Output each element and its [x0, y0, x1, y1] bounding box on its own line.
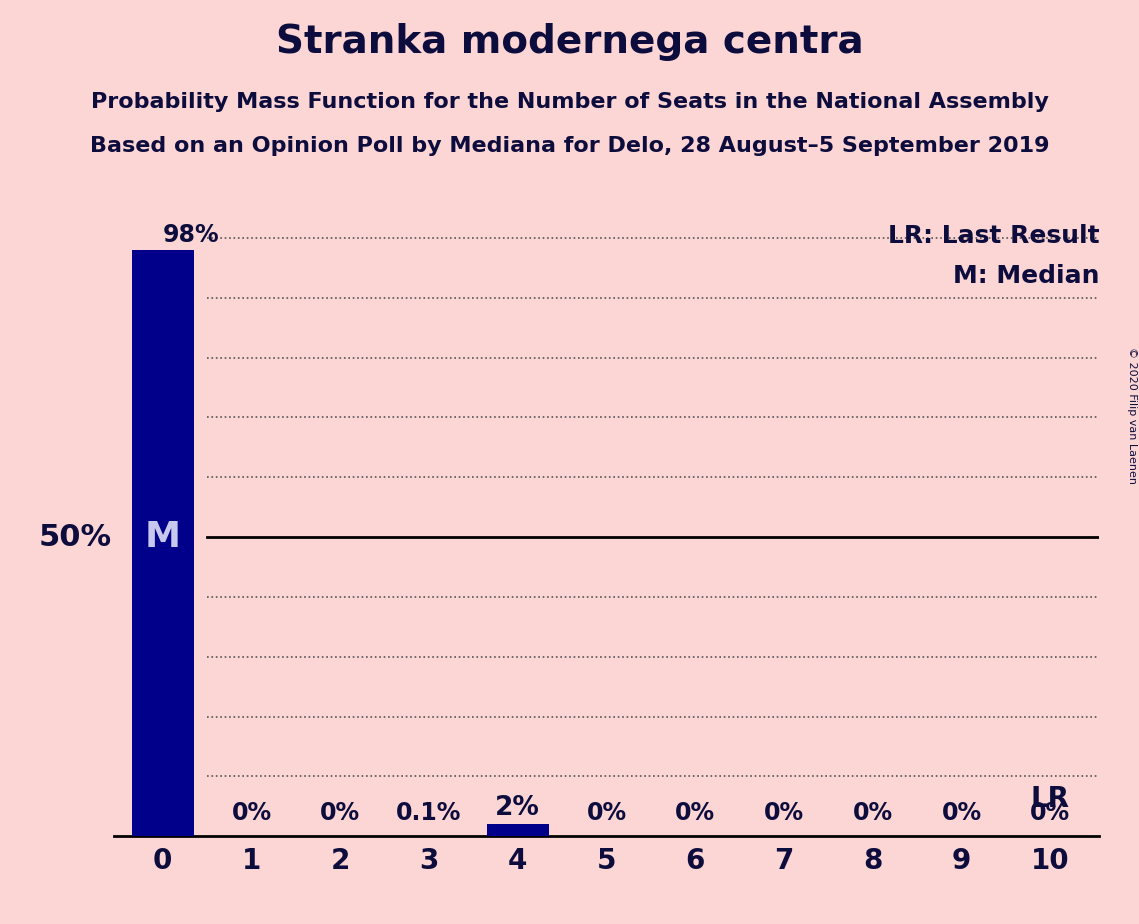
Bar [486, 824, 549, 836]
Text: © 2020 Filip van Laenen: © 2020 Filip van Laenen [1126, 347, 1137, 484]
Text: Stranka modernega centra: Stranka modernega centra [276, 23, 863, 61]
Text: 2%: 2% [495, 796, 540, 821]
Text: 0%: 0% [942, 801, 982, 825]
Text: 0%: 0% [320, 801, 360, 825]
Text: 0.1%: 0.1% [396, 801, 461, 825]
Text: 0%: 0% [764, 801, 804, 825]
Text: M: Median: M: Median [952, 264, 1099, 288]
Text: 0%: 0% [587, 801, 626, 825]
Text: 50%: 50% [39, 522, 112, 552]
Text: LR: Last Result: LR: Last Result [887, 224, 1099, 248]
Text: M: M [145, 520, 181, 554]
Text: 0%: 0% [231, 801, 271, 825]
Text: 0%: 0% [853, 801, 893, 825]
Text: 0%: 0% [1031, 801, 1071, 825]
Text: 0%: 0% [675, 801, 715, 825]
Text: Probability Mass Function for the Number of Seats in the National Assembly: Probability Mass Function for the Number… [91, 92, 1048, 113]
Text: 98%: 98% [163, 223, 220, 247]
Text: Based on an Opinion Poll by Mediana for Delo, 28 August–5 September 2019: Based on an Opinion Poll by Mediana for … [90, 136, 1049, 156]
Text: LR: LR [1031, 785, 1070, 813]
Bar [132, 249, 194, 836]
